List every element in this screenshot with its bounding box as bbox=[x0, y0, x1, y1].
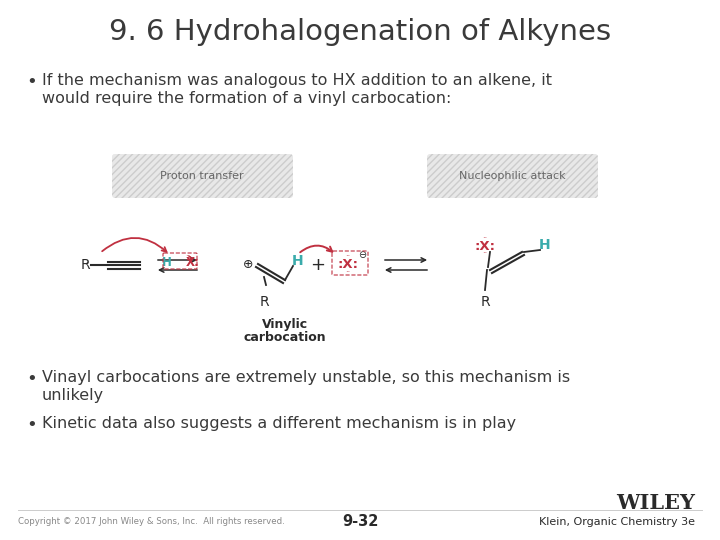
Text: R: R bbox=[259, 295, 269, 309]
Text: R: R bbox=[480, 295, 490, 309]
Text: Klein, Organic Chemistry 3e: Klein, Organic Chemistry 3e bbox=[539, 517, 695, 527]
Text: H: H bbox=[292, 254, 304, 268]
Text: Proton transfer: Proton transfer bbox=[160, 171, 244, 181]
Text: +: + bbox=[310, 256, 325, 274]
Text: Kinetic data also suggests a different mechanism is in play: Kinetic data also suggests a different m… bbox=[42, 416, 516, 431]
Text: ··: ·· bbox=[482, 249, 487, 259]
Text: carbocation: carbocation bbox=[243, 331, 326, 344]
Text: ··: ·· bbox=[346, 268, 351, 278]
Text: 9. 6 Hydrohalogenation of Alkynes: 9. 6 Hydrohalogenation of Alkynes bbox=[109, 18, 611, 46]
Text: ··: ·· bbox=[185, 253, 191, 261]
Text: ··: ·· bbox=[482, 234, 487, 244]
Text: ··: ·· bbox=[346, 253, 351, 261]
Text: H: H bbox=[162, 256, 172, 269]
Text: •: • bbox=[26, 416, 37, 434]
Text: If the mechanism was analogous to HX addition to an alkene, it: If the mechanism was analogous to HX add… bbox=[42, 73, 552, 88]
FancyBboxPatch shape bbox=[427, 154, 598, 198]
Text: unlikely: unlikely bbox=[42, 388, 104, 403]
FancyBboxPatch shape bbox=[112, 154, 293, 198]
Text: R: R bbox=[81, 258, 90, 272]
Text: H: H bbox=[539, 238, 551, 252]
Text: Vinayl carbocations are extremely unstable, so this mechanism is: Vinayl carbocations are extremely unstab… bbox=[42, 370, 570, 385]
Text: X:: X: bbox=[186, 256, 200, 269]
Text: 9-32: 9-32 bbox=[342, 514, 378, 529]
Text: Copyright © 2017 John Wiley & Sons, Inc.  All rights reserved.: Copyright © 2017 John Wiley & Sons, Inc.… bbox=[18, 517, 284, 526]
Text: ⊖: ⊖ bbox=[358, 250, 366, 260]
Text: Nucleophilic attack: Nucleophilic attack bbox=[459, 171, 565, 181]
Text: •: • bbox=[26, 370, 37, 388]
Text: WILEY: WILEY bbox=[616, 493, 695, 513]
Text: :X:: :X: bbox=[338, 259, 359, 272]
Text: would require the formation of a vinyl carbocation:: would require the formation of a vinyl c… bbox=[42, 91, 451, 106]
Text: ⊕: ⊕ bbox=[243, 259, 253, 272]
Text: :X:: :X: bbox=[474, 240, 495, 253]
Text: •: • bbox=[26, 73, 37, 91]
Text: Vinylic: Vinylic bbox=[262, 318, 308, 331]
